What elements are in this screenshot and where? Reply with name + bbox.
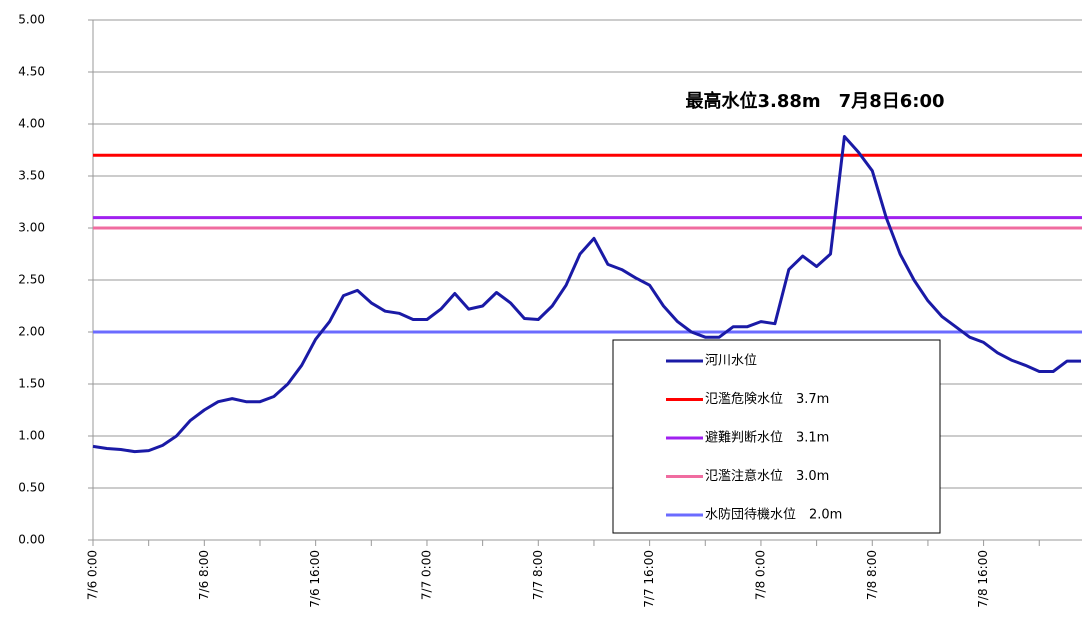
legend-label: 避難判断水位 3.1m [705, 431, 829, 446]
y-tick-label: 2.50 [18, 273, 45, 287]
y-tick-label: 5.00 [18, 13, 45, 27]
y-tick-label: 4.00 [18, 117, 45, 131]
y-tick-label: 4.50 [18, 65, 45, 79]
peak-annotation: 最高水位3.88m 7月8日6:00 [686, 90, 945, 112]
x-tick-label: 7/7 16:00 [642, 550, 656, 608]
x-tick-label: 7/7 0:00 [419, 550, 433, 600]
y-tick-label: 0.50 [18, 481, 45, 495]
legend-label: 氾濫注意水位 3.0m [705, 468, 829, 484]
x-tick-label: 7/8 0:00 [753, 550, 767, 600]
x-tick-label: 7/6 16:00 [308, 550, 322, 608]
y-tick-label: 1.50 [18, 377, 45, 391]
legend-label: 水防団待機水位 2.0m [705, 507, 842, 523]
x-tick-label: 7/6 0:00 [86, 550, 100, 600]
y-tick-label: 2.00 [18, 325, 45, 339]
x-tick-label: 7/8 16:00 [976, 550, 990, 608]
x-tick-label: 7/7 8:00 [531, 550, 545, 600]
y-tick-label: 3.00 [18, 221, 45, 235]
legend-label: 河川水位 [705, 354, 757, 369]
y-tick-label: 3.50 [18, 169, 45, 183]
y-tick-label: 0.00 [18, 533, 45, 547]
x-tick-label: 7/6 8:00 [197, 550, 211, 600]
y-tick-label: 1.00 [18, 429, 45, 443]
legend-label: 氾濫危険水位 3.7m [705, 392, 829, 407]
x-tick-label: 7/8 8:00 [865, 550, 879, 600]
water-level-line [92, 135, 1081, 454]
